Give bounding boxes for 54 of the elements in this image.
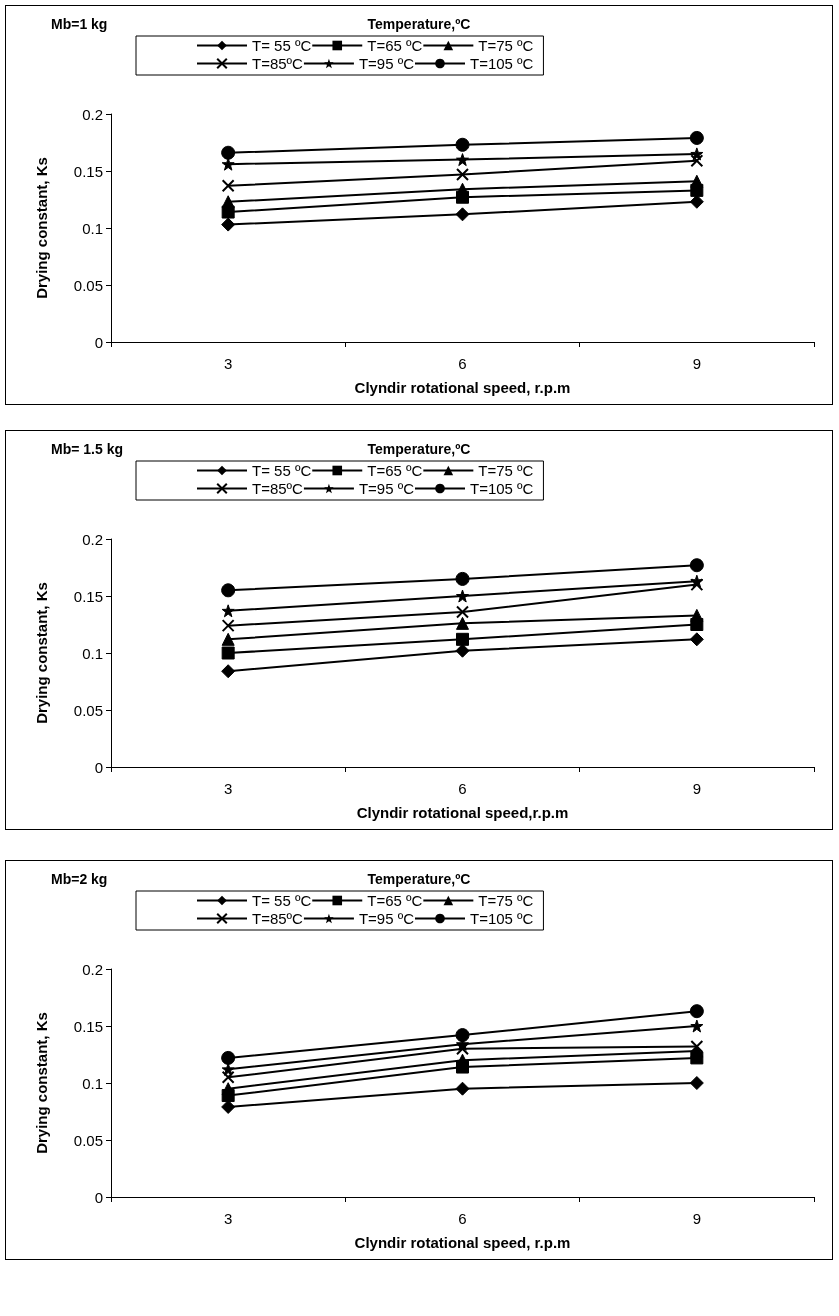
legend-label: T=105 ºC <box>470 910 534 927</box>
x-tick-label: 6 <box>458 355 467 372</box>
x-tick-label: 9 <box>692 1210 702 1227</box>
y-axis-title: Drying constant, Ks <box>33 582 50 724</box>
x-axis-title: Clyndir rotational speed,r.p.m <box>356 804 569 821</box>
y-tick-label: 0.05 <box>73 276 103 294</box>
x-axis-title: Clyndir rotational speed, r.p.m <box>354 1234 571 1251</box>
legend-label: T= 55 ºC <box>252 462 312 479</box>
legend-label: T= 55 ºC <box>252 37 312 54</box>
chart-title: Mb= 1.5 kg <box>51 441 123 457</box>
y-tick-label: 0.05 <box>73 1131 103 1149</box>
chart-title: Mb=1 kg <box>51 16 108 32</box>
legend-label: T= 55 ºC <box>252 892 312 909</box>
y-axis-title: Drying constant, Ks <box>33 1012 50 1154</box>
legend-label: T=65 ºC <box>367 892 423 909</box>
legend-title: Temperature,ºC <box>367 871 471 887</box>
legend-label: T=85ºC <box>252 55 304 72</box>
x-tick-label: 9 <box>692 355 702 372</box>
y-tick-label: 0.2 <box>82 530 103 548</box>
legend-label: T=75 ºC <box>478 37 534 54</box>
y-tick-label: 0.05 <box>73 701 103 719</box>
y-tick-label: 0 <box>94 333 103 351</box>
legend-label: T=95 ºC <box>358 910 415 927</box>
x-axis-title: Clyndir rotational speed, r.p.m <box>354 379 571 396</box>
x-tick-label: 3 <box>223 355 233 372</box>
x-tick-label: 9 <box>692 780 702 797</box>
x-tick-label: 3 <box>223 780 233 797</box>
legend-label: T=75 ºC <box>478 892 534 909</box>
y-tick-label: 0.15 <box>73 162 103 180</box>
x-tick-label: 3 <box>223 1210 233 1227</box>
legend-label: T=85ºC <box>252 480 304 497</box>
legend-title: Temperature,ºC <box>367 16 471 32</box>
legend-label: T=105 ºC <box>470 55 534 72</box>
y-tick-label: 0 <box>94 1188 103 1206</box>
legend-label: T=95 ºC <box>358 480 415 497</box>
legend-label: T=65 ºC <box>367 37 423 54</box>
y-tick-label: 0.1 <box>82 1074 103 1092</box>
legend-label: T=95 ºC <box>358 55 415 72</box>
y-tick-label: 0.2 <box>82 105 103 123</box>
y-tick-label: 0.1 <box>82 219 103 237</box>
x-tick-label: 6 <box>458 780 467 797</box>
chart-title: Mb=2 kg <box>51 871 108 887</box>
y-tick-label: 0.15 <box>73 1017 103 1035</box>
x-tick-label: 6 <box>458 1210 467 1227</box>
y-tick-label: 0.1 <box>82 644 103 662</box>
y-axis-title: Drying constant, Ks <box>33 157 50 299</box>
y-tick-label: 0.15 <box>73 587 103 605</box>
legend-label: T=75 ºC <box>478 462 534 479</box>
legend-title: Temperature,ºC <box>367 441 471 457</box>
legend-label: T=105 ºC <box>470 480 534 497</box>
legend-label: T=85ºC <box>252 910 304 927</box>
y-tick-label: 0.2 <box>82 960 103 978</box>
y-tick-label: 0 <box>94 758 103 776</box>
legend-label: T=65 ºC <box>367 462 423 479</box>
